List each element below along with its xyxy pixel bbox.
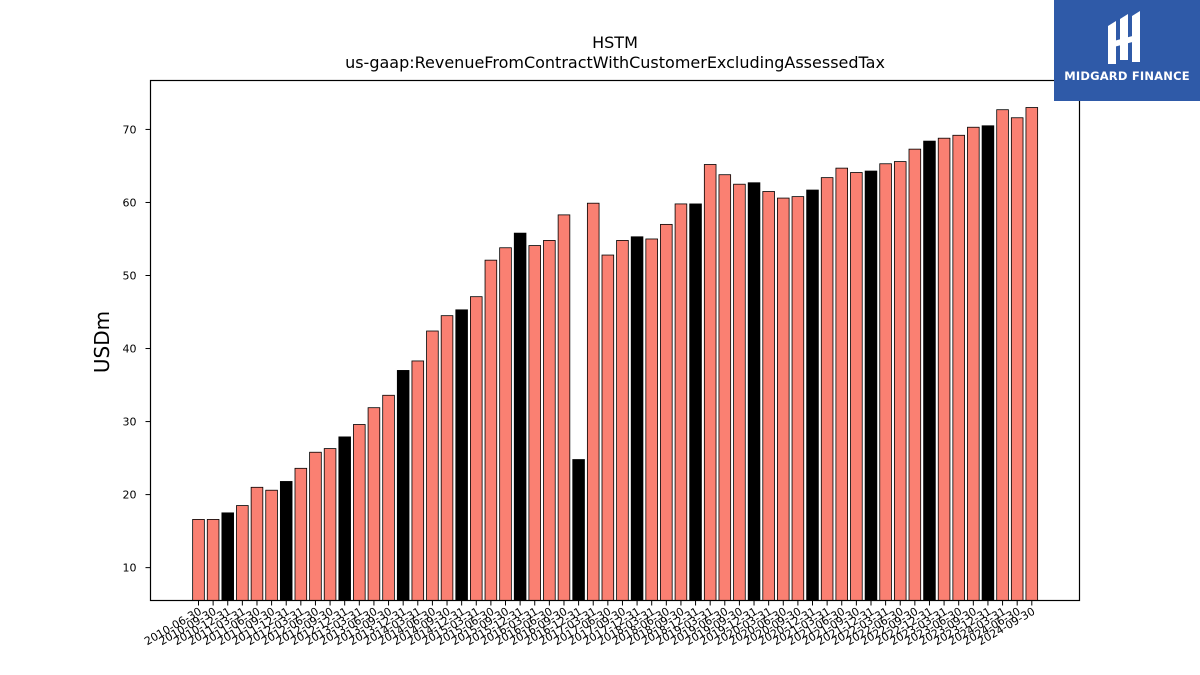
bar-2015-09-30 bbox=[499, 247, 512, 601]
chart-subtitle: us-gaap:RevenueFromContractWithCustomerE… bbox=[345, 53, 885, 72]
bar-2012-06-30 bbox=[309, 451, 322, 601]
bar-2014-12-31 bbox=[455, 309, 468, 601]
bar-2022-09-30 bbox=[908, 148, 922, 601]
y-tick-label: 10 bbox=[123, 562, 137, 575]
bar-2017-06-30 bbox=[601, 254, 615, 601]
bar-2015-06-30 bbox=[484, 259, 498, 601]
bar-2012-09-30 bbox=[323, 448, 337, 601]
bar-2017-12-31 bbox=[630, 236, 644, 601]
bar-2013-06-30 bbox=[367, 407, 381, 601]
bar-2021-03-31 bbox=[820, 177, 834, 601]
bar-2014-03-31 bbox=[411, 360, 425, 601]
bar-2013-12-31 bbox=[396, 370, 410, 601]
bar-2021-12-31 bbox=[864, 170, 878, 601]
bar-2013-09-30 bbox=[382, 394, 395, 601]
bar-2014-09-30 bbox=[440, 315, 454, 601]
bar-2021-09-30 bbox=[850, 172, 863, 601]
bar-2016-09-30 bbox=[557, 214, 571, 601]
bar-2012-03-31 bbox=[294, 467, 308, 601]
midgard-logo-mark-icon bbox=[1108, 11, 1140, 64]
y-axis-ticks: 10 20 30 40 50 60 70 bbox=[123, 123, 151, 575]
bar-2012-12-31 bbox=[338, 436, 351, 601]
y-tick-label: 40 bbox=[123, 343, 137, 356]
bar-2022-03-31 bbox=[879, 163, 892, 601]
bar-2019-12-31 bbox=[747, 182, 761, 601]
bar-2021-06-30 bbox=[835, 167, 849, 601]
bar-2019-09-30 bbox=[733, 183, 746, 601]
bar-2020-09-30 bbox=[791, 196, 805, 601]
bar-2017-03-31 bbox=[586, 202, 600, 601]
bar-2011-03-31 bbox=[236, 505, 249, 601]
y-tick-label: 20 bbox=[123, 489, 137, 502]
brand-logo: MIDGARD FINANCE bbox=[1054, 0, 1200, 101]
bar-2024-03-31 bbox=[996, 109, 1009, 601]
y-tick-label: 70 bbox=[123, 123, 137, 136]
bar-2010-12-31 bbox=[221, 512, 234, 601]
bar-2022-12-31 bbox=[923, 140, 936, 601]
bar-2023-09-30 bbox=[967, 126, 980, 601]
bar-2015-12-31 bbox=[513, 232, 527, 601]
bar-2016-12-31 bbox=[572, 459, 585, 601]
bar-2018-06-30 bbox=[660, 223, 673, 601]
bar-2019-03-31 bbox=[703, 164, 717, 601]
bar-2011-09-30 bbox=[265, 489, 278, 601]
y-axis-label: USDm bbox=[90, 311, 114, 373]
plot-frame bbox=[149, 79, 1081, 602]
bar-2023-03-31 bbox=[937, 137, 951, 601]
bar-2017-09-30 bbox=[616, 240, 629, 601]
bar-2024-06-30 bbox=[1010, 117, 1024, 601]
bar-2022-06-30 bbox=[893, 161, 907, 601]
bar-2019-06-30 bbox=[718, 174, 732, 601]
bar-2010-09-30 bbox=[206, 519, 220, 601]
bar-2023-12-31 bbox=[981, 125, 995, 601]
bar-2015-03-31 bbox=[470, 296, 483, 601]
bar-2010-06-30 bbox=[192, 519, 205, 601]
y-tick-label: 30 bbox=[123, 416, 137, 429]
bar-2018-12-31 bbox=[689, 203, 702, 601]
bar-2016-03-31 bbox=[528, 245, 542, 601]
bar-2018-09-30 bbox=[674, 203, 688, 601]
bars-group bbox=[192, 107, 1039, 601]
brand-name: MIDGARD FINANCE bbox=[1064, 69, 1190, 83]
bar-2020-06-30 bbox=[777, 197, 790, 601]
y-tick-label: 50 bbox=[123, 270, 137, 283]
y-tick-label: 60 bbox=[123, 196, 137, 209]
bar-2014-06-30 bbox=[426, 330, 439, 601]
x-axis-ticks: 2010-06-302010-09-302010-12-312011-03-31… bbox=[142, 600, 1037, 648]
bar-2013-03-31 bbox=[353, 424, 366, 601]
bar-2018-03-31 bbox=[645, 238, 658, 601]
bar-2024-09-30 bbox=[1025, 107, 1039, 601]
bar-2023-06-30 bbox=[952, 134, 965, 601]
bar-2011-06-30 bbox=[250, 486, 264, 601]
bar-2020-03-31 bbox=[762, 191, 775, 601]
bar-2011-12-31 bbox=[279, 481, 293, 601]
bar-2016-06-30 bbox=[543, 240, 556, 601]
chart-title: HSTM bbox=[592, 33, 638, 52]
bar-2020-12-31 bbox=[806, 189, 819, 601]
